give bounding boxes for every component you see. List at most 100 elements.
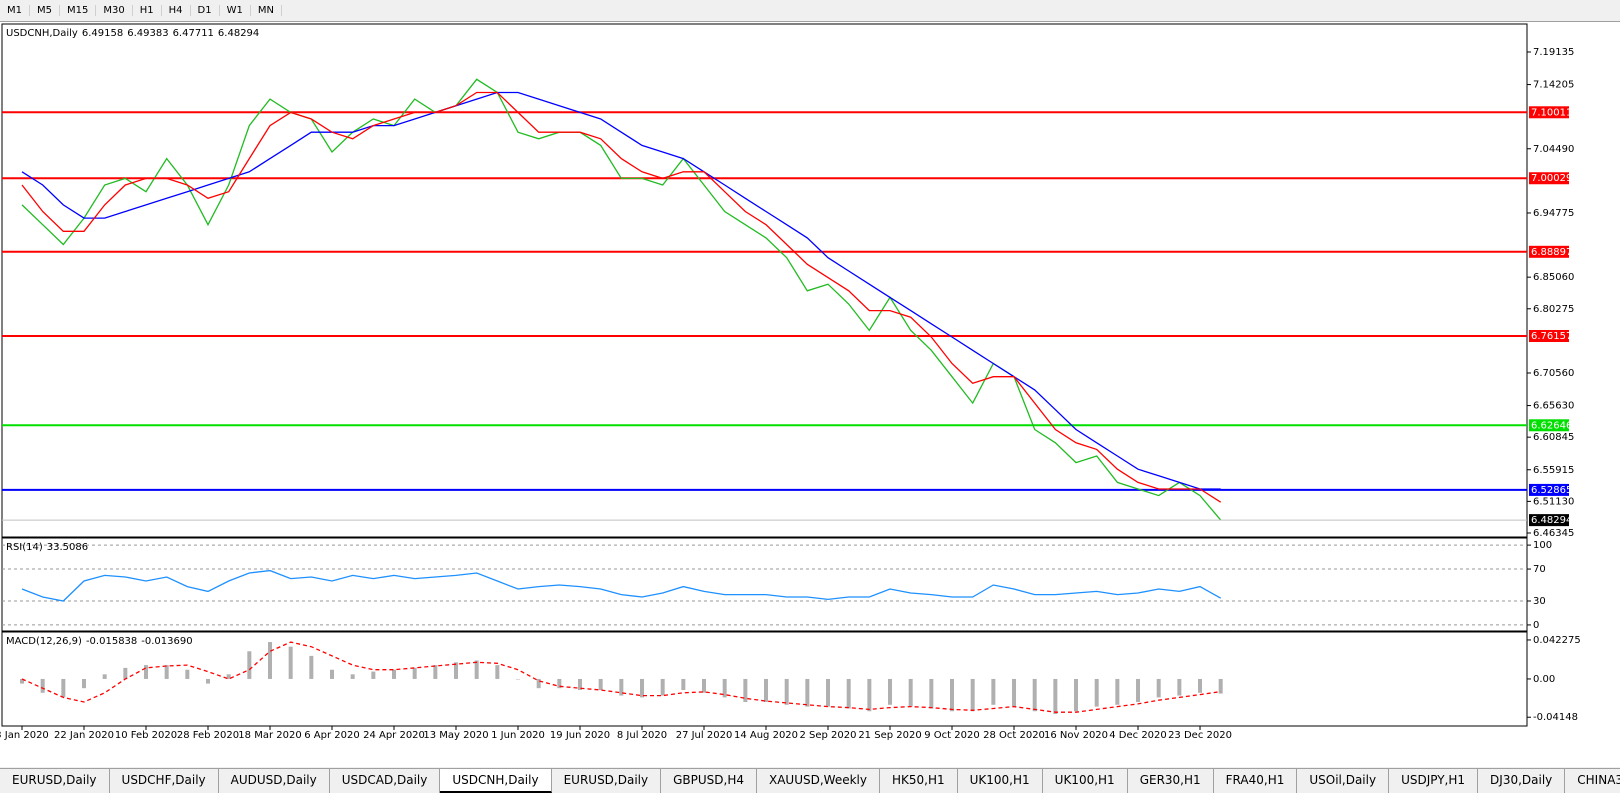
chart-tab[interactable]: UK100,H1 bbox=[1043, 769, 1128, 793]
histogram-bar bbox=[598, 678, 603, 691]
histogram-bar bbox=[433, 665, 438, 679]
timeframe-button[interactable]: W1 bbox=[220, 5, 251, 16]
histogram-bar bbox=[640, 678, 645, 698]
chart-tab[interactable]: XAUUSD,Weekly bbox=[757, 769, 880, 793]
timeframe-button[interactable]: H1 bbox=[133, 5, 162, 16]
chart-tab[interactable]: USOil,Daily bbox=[1297, 769, 1390, 793]
histogram-bar bbox=[495, 665, 500, 679]
x-tick-label: 21 Sep 2020 bbox=[858, 730, 921, 741]
y-tick-label: 6.85060 bbox=[1533, 272, 1574, 283]
panel-frame bbox=[1, 23, 1528, 538]
histogram-bar bbox=[888, 678, 893, 705]
histogram-bar bbox=[412, 667, 417, 679]
chart-tab[interactable]: GER30,H1 bbox=[1128, 769, 1214, 793]
y-tick-label: 6.80275 bbox=[1533, 304, 1574, 315]
x-tick-label: 10 Feb 2020 bbox=[115, 730, 177, 741]
chart-tab[interactable]: DJ30,Daily bbox=[1478, 769, 1566, 793]
histogram-bar bbox=[102, 674, 107, 679]
panel-frame bbox=[1, 537, 1528, 632]
y-tick-label: 70 bbox=[1533, 564, 1546, 575]
timeframe-button[interactable]: H4 bbox=[162, 5, 191, 16]
timeframe-button[interactable]: M1 bbox=[0, 5, 30, 16]
histogram-bar bbox=[1074, 678, 1079, 712]
y-tick-label: 6.55915 bbox=[1533, 465, 1574, 476]
histogram-bar bbox=[681, 678, 686, 691]
background bbox=[0, 22, 1620, 767]
panel-title-text: USDCNH,Daily bbox=[6, 28, 78, 39]
histogram-bar bbox=[722, 678, 727, 698]
chart-tab[interactable]: GBPUSD,H4 bbox=[661, 769, 757, 793]
x-tick-label: 18 Mar 2020 bbox=[238, 730, 301, 741]
x-tick-label: 3 Jan 2020 bbox=[0, 730, 49, 741]
x-tick-label: 6 Apr 2020 bbox=[304, 730, 359, 741]
histogram-bar bbox=[61, 678, 66, 698]
histogram-bar bbox=[288, 646, 293, 679]
chart-tabs: EURUSD,Daily USDCHF,Daily AUDUSD,Daily USDC… bbox=[0, 768, 1620, 793]
histogram-bar bbox=[1094, 678, 1099, 707]
chart-area: 7.19135 7.14205 7.04490 6.94775 6.85060 6.802… bbox=[0, 22, 1620, 767]
chart-tab[interactable]: EURUSD,Daily bbox=[0, 769, 110, 793]
histogram-bar bbox=[950, 678, 955, 712]
macd-readout: -0.013690 bbox=[141, 636, 192, 647]
chart-tab[interactable]: USDCAD,Daily bbox=[330, 769, 441, 793]
chart-tab[interactable]: USDJPY,H1 bbox=[1389, 769, 1479, 793]
level-label: 7.00029 bbox=[1531, 173, 1572, 184]
y-tick-label: 30 bbox=[1533, 596, 1546, 607]
x-tick-label: 16 Nov 2020 bbox=[1044, 730, 1108, 741]
chart-tab[interactable]: USDCNH,Daily bbox=[440, 769, 552, 793]
x-tick-label: 27 Jul 2020 bbox=[676, 730, 733, 741]
timeframe-button[interactable]: M30 bbox=[96, 5, 133, 16]
ohlc-value: 6.47711 bbox=[173, 28, 214, 39]
y-tick-label: 6.51130 bbox=[1533, 496, 1574, 507]
chart-tab[interactable]: AUDUSD,Daily bbox=[219, 769, 330, 793]
y-tick-label: 6.46345 bbox=[1533, 528, 1574, 539]
panel-title-text: MACD(12,26,9) bbox=[6, 636, 82, 647]
timeframe-button[interactable]: MN bbox=[251, 5, 282, 16]
rsi-readout: 33.5086 bbox=[47, 542, 88, 553]
level-label-bg bbox=[1529, 483, 1569, 496]
histogram-bar bbox=[185, 669, 190, 679]
histogram-bar bbox=[1136, 678, 1141, 703]
level-label: 7.10011 bbox=[1531, 107, 1572, 118]
histogram-bar bbox=[1053, 678, 1058, 715]
y-tick-label: 7.19135 bbox=[1533, 47, 1574, 58]
histogram-bar bbox=[1218, 678, 1223, 694]
last-price-label: 6.48294 bbox=[1531, 515, 1572, 526]
x-tick-label: 28 Feb 2020 bbox=[177, 730, 239, 741]
series-line bbox=[21, 91, 1221, 490]
chart-tab[interactable]: EURUSD,Daily bbox=[552, 769, 662, 793]
timeframe-button[interactable]: D1 bbox=[191, 5, 220, 16]
x-tick-label: 28 Oct 2020 bbox=[983, 730, 1045, 741]
y-tick-label: 0.042275 bbox=[1533, 635, 1581, 646]
chart-tab[interactable]: USDCHF,Daily bbox=[110, 769, 219, 793]
x-tick-label: 13 May 2020 bbox=[423, 730, 488, 741]
y-tick-label: -0.04148 bbox=[1533, 712, 1578, 723]
chart-tab[interactable]: UK100,H1 bbox=[958, 769, 1043, 793]
histogram-bar bbox=[268, 642, 273, 679]
level-label-bg bbox=[1529, 419, 1569, 432]
series-line bbox=[21, 91, 1222, 503]
y-tick-label: 100 bbox=[1533, 540, 1552, 551]
timeframe-button[interactable]: M15 bbox=[60, 5, 97, 16]
histogram-bar bbox=[164, 665, 169, 679]
histogram-bar bbox=[702, 678, 707, 693]
level-label-bg bbox=[1529, 329, 1569, 342]
chart-tab[interactable]: HK50,H1 bbox=[880, 769, 958, 793]
level-label-bg bbox=[1529, 172, 1569, 185]
histogram-bar bbox=[908, 678, 913, 707]
histogram-bar bbox=[929, 678, 934, 709]
histogram-bar bbox=[226, 674, 231, 679]
chart-tab[interactable]: CHINA300,H1 bbox=[1565, 769, 1620, 793]
panel-title: USDCNH,Daily 6.49158 6.49383 6.47711 6.48294 bbox=[6, 28, 259, 39]
histogram-bar bbox=[846, 678, 851, 709]
timeframe-button[interactable]: M5 bbox=[30, 5, 60, 16]
panel-title-text: RSI(14) bbox=[6, 542, 43, 553]
ohlc-value: 6.49158 bbox=[82, 28, 123, 39]
histogram-bar bbox=[123, 667, 128, 679]
y-tick-label: 7.14205 bbox=[1533, 80, 1574, 91]
histogram-bar bbox=[454, 662, 459, 679]
histogram-bar bbox=[991, 678, 996, 705]
histogram-bar bbox=[350, 674, 355, 679]
chart-tab[interactable]: FRA40,H1 bbox=[1214, 769, 1298, 793]
histogram-bar bbox=[206, 678, 211, 684]
